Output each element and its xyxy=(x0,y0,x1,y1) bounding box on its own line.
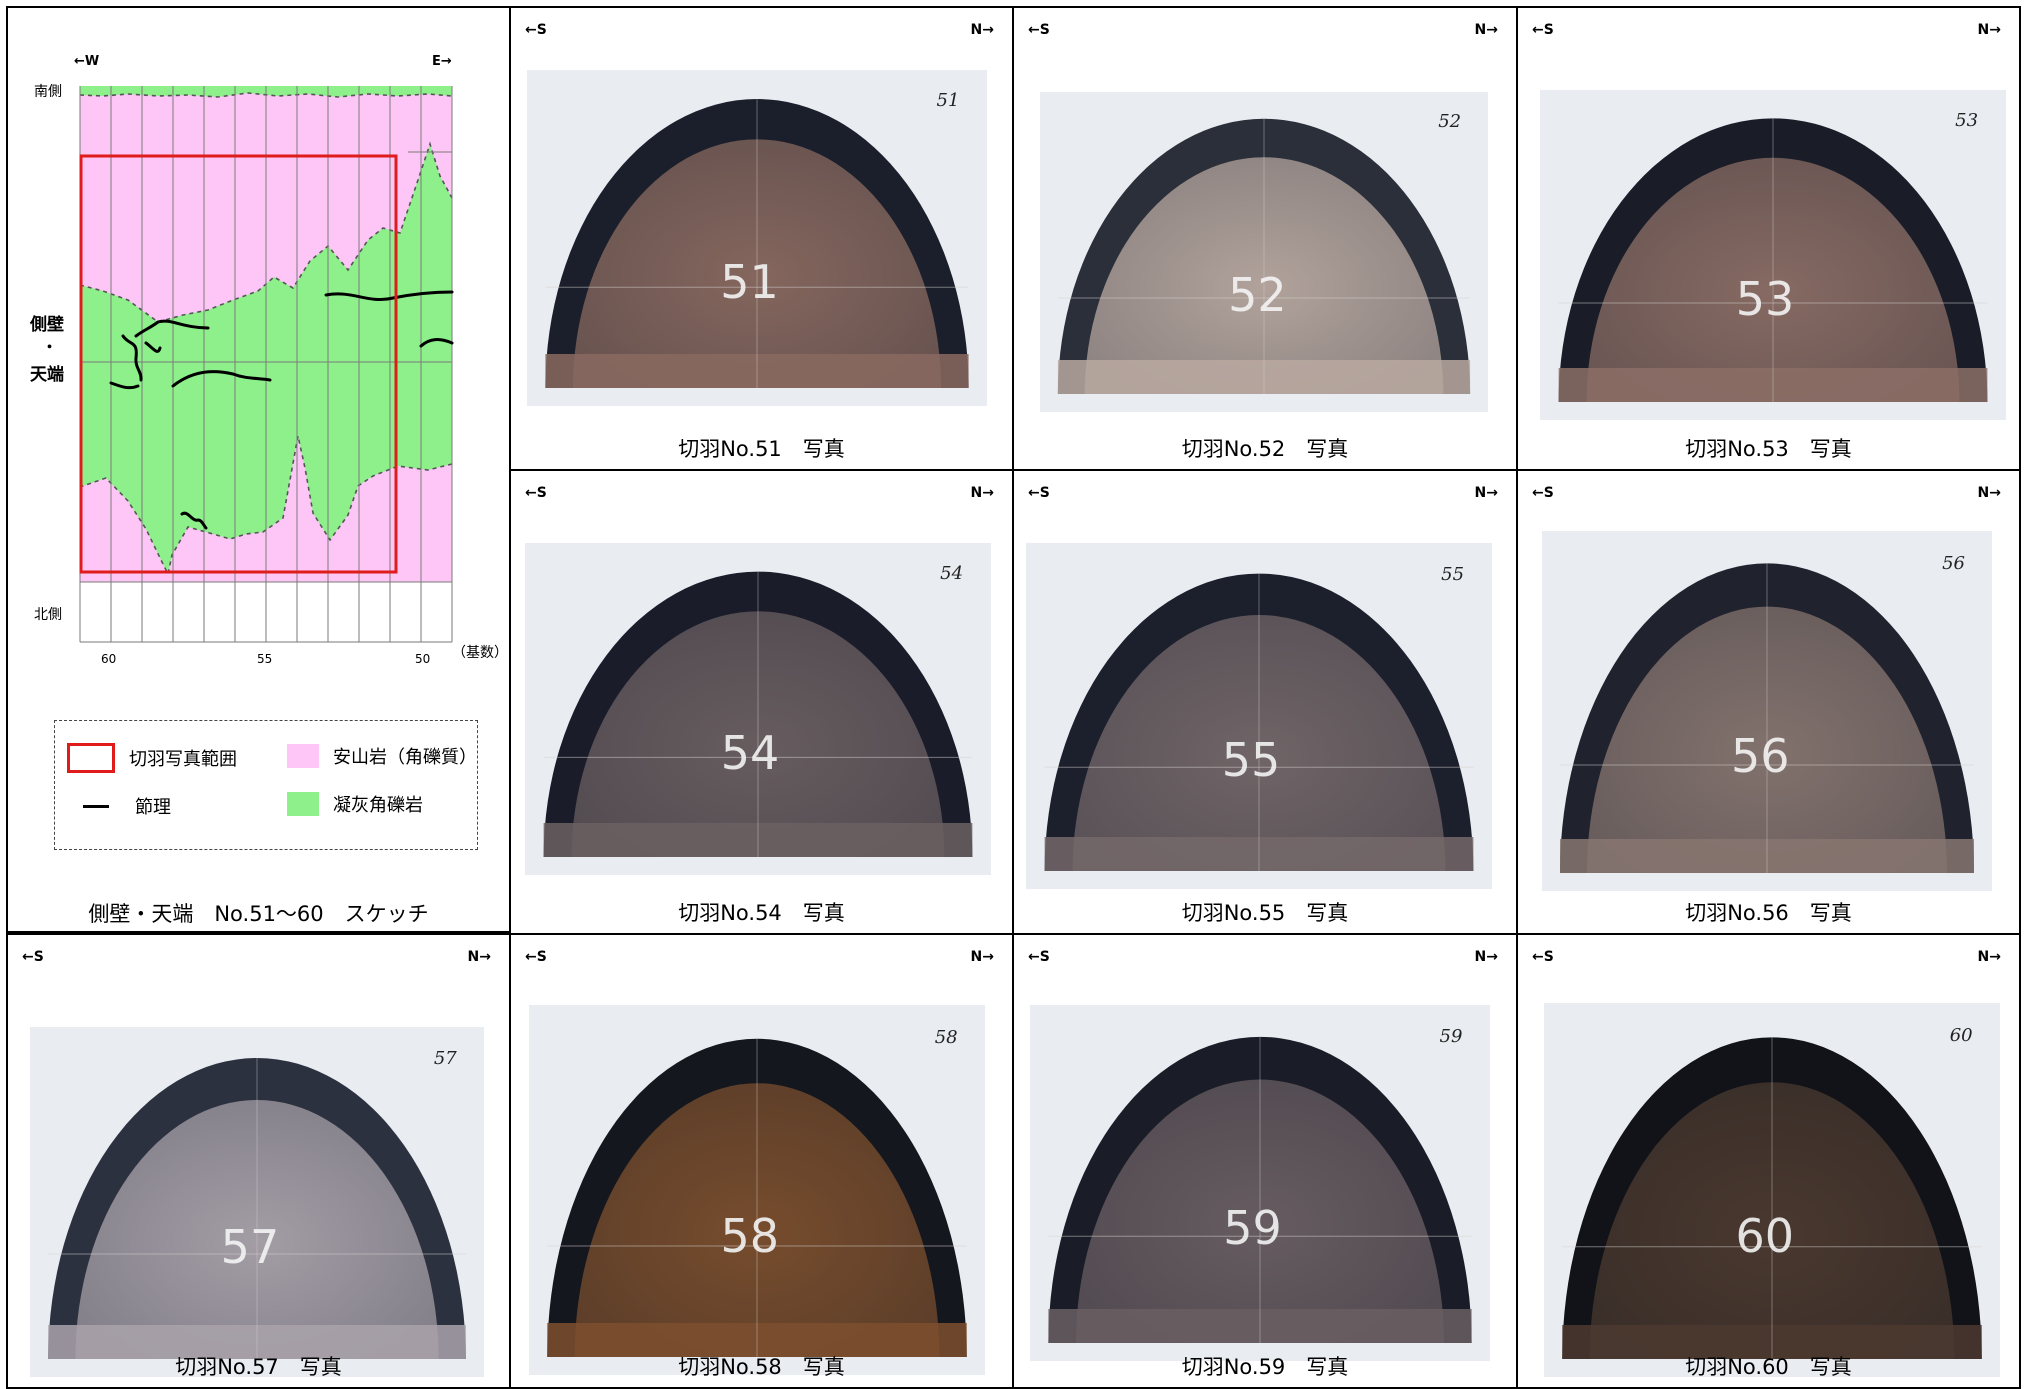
north-direction-label: N→ xyxy=(1977,949,2001,965)
tunnel-face-photo: 60 60 xyxy=(1544,1003,2000,1377)
tunnel-face-photo: 57 57 xyxy=(30,1027,484,1377)
joint-text: 節理 xyxy=(135,797,171,818)
sketch-cell: ←W E→ 南側 北側 側壁 ・ 天端 60 55 50 （基数） 切羽写真範囲… xyxy=(6,6,511,933)
south-side-label: 南側 xyxy=(34,84,62,100)
tunnel-face-photo: 52 52 xyxy=(1040,92,1488,412)
south-direction-label: ←S xyxy=(525,485,547,501)
face-number-mark: 53 xyxy=(1735,271,1795,326)
tuff-breccia-text: 凝灰角礫岩 xyxy=(333,795,423,816)
photo-caption: 切羽No.52 写真 xyxy=(1181,437,1349,461)
handwritten-number-tag: 54 xyxy=(940,562,964,584)
handwritten-number-tag: 51 xyxy=(936,90,960,112)
south-direction-label: ←S xyxy=(525,949,547,965)
face-photo-cell: ←S N→ 52 52 切羽No.52 写真 xyxy=(1012,6,1518,471)
side-wall-label: 側壁 xyxy=(30,315,64,335)
east-label: E→ xyxy=(432,54,452,69)
south-direction-label: ←S xyxy=(1532,949,1554,965)
photo-caption: 切羽No.54 写真 xyxy=(678,901,845,925)
handwritten-number-tag: 59 xyxy=(1439,1026,1463,1048)
andesite-swatch xyxy=(287,744,319,768)
tunnel-face-photo: 58 58 xyxy=(529,1005,985,1375)
legend-photo-range: 切羽写真範囲 xyxy=(67,743,237,773)
tunnel-face-photo: 56 56 xyxy=(1542,531,1992,891)
south-direction-label: ←S xyxy=(1028,22,1050,38)
north-direction-label: N→ xyxy=(970,485,994,501)
face-number-mark: 54 xyxy=(720,725,780,780)
face-number-mark: 60 xyxy=(1735,1208,1795,1263)
north-direction-label: N→ xyxy=(1977,22,2001,38)
handwritten-number-tag: 53 xyxy=(1955,109,1979,131)
handwritten-number-tag: 55 xyxy=(1441,563,1465,585)
south-direction-label: ←S xyxy=(1028,485,1050,501)
handwritten-number-tag: 60 xyxy=(1949,1025,1973,1047)
side-separator-label: ・ xyxy=(42,338,58,356)
south-direction-label: ←S xyxy=(1028,949,1050,965)
north-direction-label: N→ xyxy=(970,949,994,965)
photo-caption: 切羽No.57 写真 xyxy=(175,1355,342,1379)
photo-range-swatch xyxy=(67,743,115,773)
face-photo-cell: ←S N→ 56 56 切羽No.56 写真 xyxy=(1516,469,2021,935)
photo-caption: 切羽No.55 写真 xyxy=(1181,901,1349,925)
tunnel-face-photo: 53 53 xyxy=(1540,90,2006,420)
photo-caption: 切羽No.59 写真 xyxy=(1181,1355,1349,1379)
photo-caption: 切羽No.58 写真 xyxy=(678,1355,845,1379)
north-direction-label: N→ xyxy=(970,22,994,38)
face-number-mark: 59 xyxy=(1223,1200,1282,1255)
north-direction-label: N→ xyxy=(467,949,491,965)
crown-label: 天端 xyxy=(30,365,64,385)
tuff-breccia-swatch xyxy=(287,792,319,816)
south-direction-label: ←S xyxy=(1532,485,1554,501)
sketch-caption: 側壁・天端 No.51～60 スケッチ xyxy=(88,902,429,926)
west-label: ←W xyxy=(74,54,100,69)
tick-60: 60 xyxy=(101,652,117,666)
photo-caption: 切羽No.56 写真 xyxy=(1685,901,1852,925)
face-number-mark: 57 xyxy=(220,1219,280,1274)
photo-caption: 切羽No.51 写真 xyxy=(678,437,845,461)
north-direction-label: N→ xyxy=(1977,485,2001,501)
legend-joint: 節理 xyxy=(83,793,171,819)
face-photo-cell: ←S N→ 51 51 切羽No.51 写真 xyxy=(509,6,1014,471)
legend-andesite: 安山岩（角礫質） xyxy=(287,743,477,769)
face-photo-cell: ←S N→ 55 55 切羽No.55 写真 xyxy=(1012,469,1518,935)
handwritten-number-tag: 56 xyxy=(1942,552,1965,574)
north-direction-label: N→ xyxy=(1474,485,1498,501)
joint-swatch xyxy=(83,804,109,808)
handwritten-number-tag: 58 xyxy=(934,1027,958,1049)
face-number-mark: 52 xyxy=(1228,268,1287,322)
photo-caption: 切羽No.53 写真 xyxy=(1685,437,1852,461)
south-direction-label: ←S xyxy=(1532,22,1554,38)
tunnel-face-photo: 59 59 xyxy=(1030,1005,1490,1361)
face-photo-cell: ←S N→ 58 58 切羽No.58 写真 xyxy=(509,933,1014,1389)
geologic-sketch xyxy=(79,86,454,643)
face-photo-cell: ←S N→ 60 60 切羽No.60 写真 xyxy=(1516,933,2021,1389)
tick-55: 55 xyxy=(257,652,273,666)
face-number-mark: 58 xyxy=(720,1208,780,1263)
face-photo-cell: ←S N→ 57 57 切羽No.57 写真 xyxy=(6,933,511,1389)
face-number-mark: 56 xyxy=(1731,729,1790,783)
tunnel-face-photo: 51 51 xyxy=(527,70,987,406)
unit-label: （基数） xyxy=(452,645,508,661)
face-photo-cell: ←S N→ 54 54 切羽No.54 写真 xyxy=(509,469,1014,935)
andesite-text: 安山岩（角礫質） xyxy=(333,747,477,768)
tick-50: 50 xyxy=(415,652,431,666)
north-side-label: 北側 xyxy=(34,607,62,623)
face-photo-cell: ←S N→ 59 59 切羽No.59 写真 xyxy=(1012,933,1518,1389)
photo-range-text: 切羽写真範囲 xyxy=(129,749,237,770)
handwritten-number-tag: 57 xyxy=(433,1048,457,1069)
south-direction-label: ←S xyxy=(22,949,44,965)
legend-tuff-breccia: 凝灰角礫岩 xyxy=(287,791,423,817)
face-number-mark: 51 xyxy=(720,254,779,309)
north-direction-label: N→ xyxy=(1474,949,1498,965)
face-number-mark: 55 xyxy=(1221,733,1281,788)
tunnel-face-photo: 55 55 xyxy=(1026,543,1492,889)
handwritten-number-tag: 52 xyxy=(1438,111,1462,133)
tunnel-face-photo: 54 54 xyxy=(525,543,991,875)
figure-sheet: ←W E→ 南側 北側 側壁 ・ 天端 60 55 50 （基数） 切羽写真範囲… xyxy=(6,6,2021,1389)
south-direction-label: ←S xyxy=(525,22,547,38)
north-direction-label: N→ xyxy=(1474,22,1498,38)
legend: 切羽写真範囲 安山岩（角礫質） 節理 凝灰角礫岩 xyxy=(54,720,478,850)
face-photo-cell: ←S N→ 53 53 切羽No.53 写真 xyxy=(1516,6,2021,471)
photo-caption: 切羽No.60 写真 xyxy=(1685,1355,1852,1379)
